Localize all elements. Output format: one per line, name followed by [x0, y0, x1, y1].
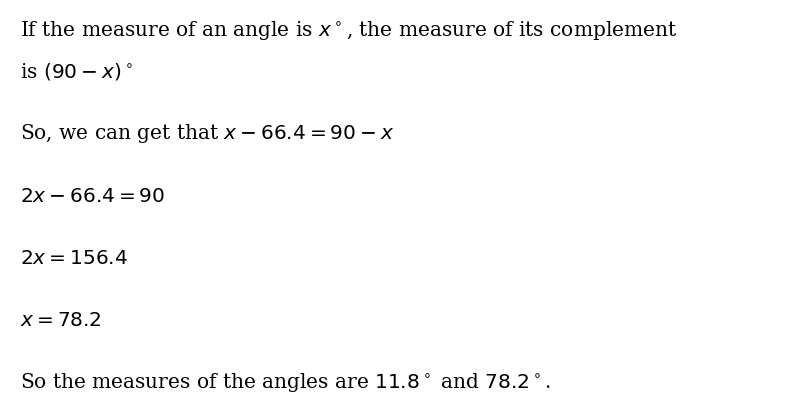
Text: $2x - 66.4 = 90$: $2x - 66.4 = 90$ [20, 186, 166, 206]
Text: $x = 78.2$: $x = 78.2$ [20, 311, 101, 330]
Text: is $(90 - x)^\circ$: is $(90 - x)^\circ$ [20, 61, 133, 82]
Text: If the measure of an angle is $x^\circ$, the measure of its complement: If the measure of an angle is $x^\circ$,… [20, 19, 678, 42]
Text: So the measures of the angles are $11.8^\circ$ and $78.2^\circ$.: So the measures of the angles are $11.8^… [20, 371, 551, 394]
Text: So, we can get that $x - 66.4 = 90 - x$: So, we can get that $x - 66.4 = 90 - x$ [20, 123, 394, 146]
Text: $2x = 156.4$: $2x = 156.4$ [20, 249, 128, 268]
